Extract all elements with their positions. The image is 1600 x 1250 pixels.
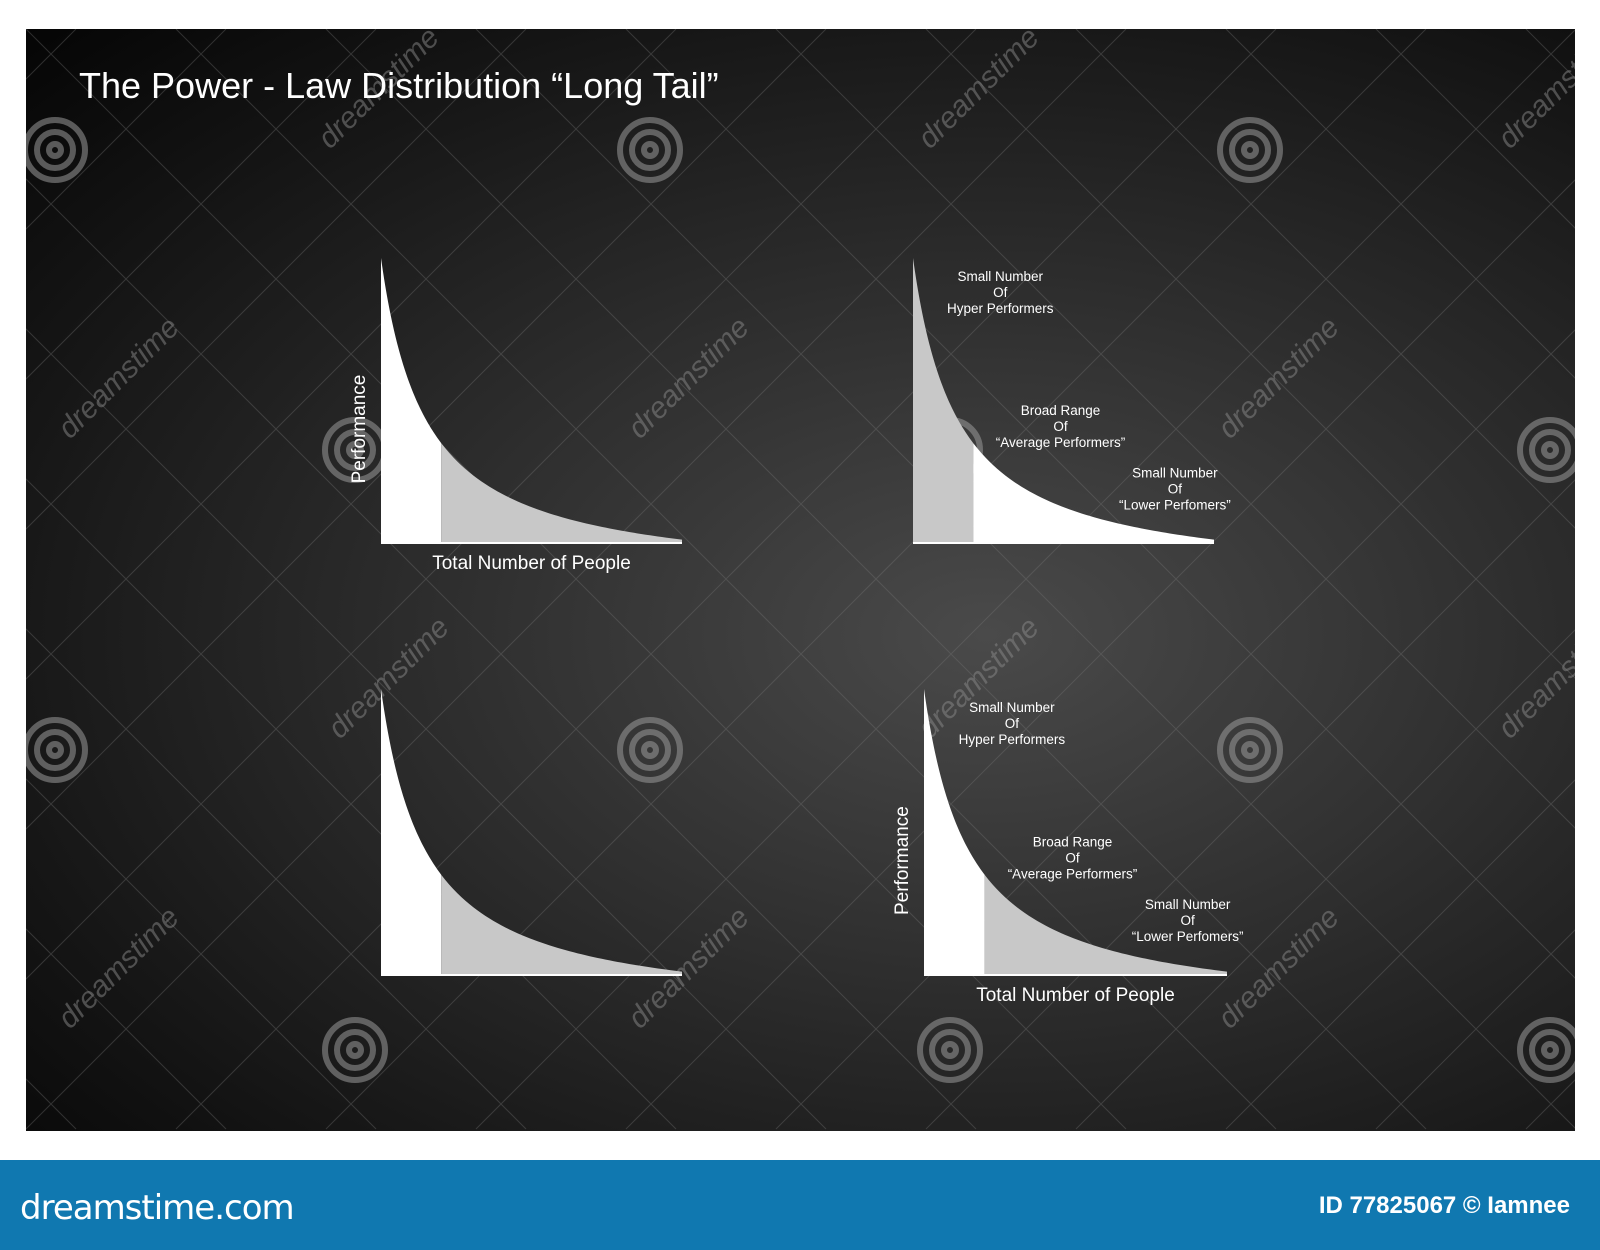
chalk-line (26, 29, 977, 980)
annotation-line: Broad Range (1021, 403, 1101, 418)
watermark-text: dreamstime (52, 901, 186, 1035)
chalk-line (1525, 29, 1575, 79)
annotation-line: “Average Performers” (1008, 866, 1138, 881)
chalk-line (26, 29, 77, 80)
watermark-text: dreamstime (912, 29, 1046, 155)
spiral-icon (26, 717, 88, 783)
chalk-line (1075, 29, 1575, 529)
annotation-line: Of (1053, 419, 1068, 434)
spiral-icon (1517, 417, 1575, 483)
chalk-line (26, 178, 977, 1130)
annotation-line: Of (1065, 850, 1080, 865)
chalk-line (26, 29, 677, 680)
chalk-line (26, 29, 827, 830)
watermark-text: dreamstime (622, 311, 756, 445)
spiral-icon (617, 717, 683, 783)
chalk-line (26, 628, 527, 1130)
head-region (924, 689, 985, 975)
watermark-text: dreamstime (1492, 611, 1575, 745)
y-axis-label: Performance (349, 375, 370, 484)
chalk-line (925, 479, 1575, 1130)
spiral-icon (1217, 717, 1283, 783)
chalk-line (1375, 929, 1575, 1130)
annotation-line: Small Number (1132, 465, 1218, 480)
dreamstime-logo[interactable]: dreamstime.com (20, 1188, 295, 1228)
chalk-line (26, 29, 227, 230)
chalk-line (625, 179, 1575, 1130)
chalkboard: dreamstime dreamstime dreamstime dreamstime… (26, 29, 1575, 1131)
head-region (381, 689, 442, 975)
annotation-line: Hyper Performers (959, 732, 1066, 747)
x-axis-label: Total Number of People (976, 985, 1175, 1006)
chalk-line (1525, 1079, 1575, 1130)
tail-region (441, 874, 682, 975)
annotation-line: Of (1168, 481, 1183, 496)
x-axis-label: Total Number of People (432, 553, 631, 574)
annotation-line: Broad Range (1033, 834, 1113, 849)
head-region (381, 258, 442, 543)
watermark-text: dreamstime (52, 311, 186, 445)
watermark-text: dreamstime (1212, 901, 1346, 1035)
chalk-line (925, 29, 1575, 679)
annotation-line: Of (993, 285, 1008, 300)
head-region (913, 258, 974, 543)
chalk-line (26, 29, 1127, 1130)
annotation-line: Hyper Performers (947, 301, 1054, 316)
spiral-icon (322, 1017, 388, 1083)
spiral-icon (1517, 1017, 1575, 1083)
chalk-line (475, 29, 1575, 1129)
page-title: The Power - Law Distribution “Long Tail” (79, 65, 719, 106)
chalk-line (26, 29, 527, 530)
chalk-line (26, 29, 377, 380)
long-tail-chart: Performance Total Number of People Small N… (892, 689, 1244, 1006)
chalk-line (26, 1078, 77, 1130)
chalk-line (475, 29, 1575, 1130)
diagram-canvas: dreamstime dreamstime dreamstime dreamstime… (26, 29, 1575, 1130)
tail-region (984, 874, 1227, 975)
chalk-line (1375, 29, 1575, 229)
annotation-line: “Lower Perfomers” (1132, 929, 1244, 944)
chalk-line (625, 29, 1575, 979)
y-axis-label: Performance (892, 806, 913, 915)
watermark-text: dreamstime (322, 611, 456, 745)
chalk-line (26, 328, 827, 1130)
tail-region (973, 443, 1214, 543)
annotation-line: Of (1180, 913, 1195, 928)
chalk-line (1075, 629, 1575, 1130)
image-credit: ID 77825067 © Iamnee (1318, 1192, 1570, 1219)
chalk-lines (26, 29, 1575, 1130)
footer-bar: dreamstime.com ID 77825067 © Iamnee (0, 1160, 1600, 1250)
chalk-line (1225, 779, 1575, 1130)
watermark-text: dreamstime (1492, 29, 1575, 155)
long-tail-chart (381, 689, 682, 976)
spiral-icon (1217, 117, 1283, 183)
chalk-line (325, 29, 1427, 1130)
annotation-line: Small Number (1145, 897, 1231, 912)
chalk-line (26, 778, 377, 1130)
chalk-line (775, 29, 1575, 829)
watermark-text: dreamstime (912, 611, 1046, 745)
long-tail-chart: Performance Total Number of People (349, 258, 682, 574)
tail-region (441, 443, 682, 543)
chalk-line (26, 928, 227, 1130)
chalk-line (1225, 29, 1575, 379)
annotation-line: Of (1005, 716, 1020, 731)
annotation-line: “Lower Perfomers” (1119, 497, 1231, 512)
spiral-icon (26, 117, 88, 183)
spiral-icon (917, 1017, 983, 1083)
spiral-icon (617, 117, 683, 183)
annotation-line: Small Number (958, 269, 1044, 284)
annotation-line: “Average Performers” (996, 435, 1126, 450)
chalk-line (175, 29, 1277, 1130)
watermark-text: dreamstime (1212, 311, 1346, 445)
annotation-line: Small Number (969, 700, 1055, 715)
